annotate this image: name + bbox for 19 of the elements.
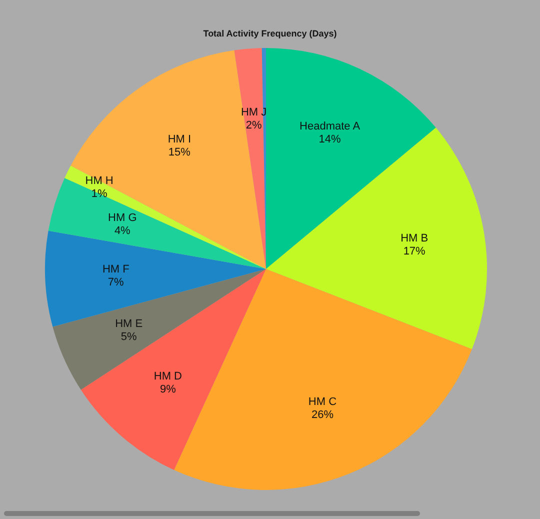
slice-label: HM G bbox=[108, 212, 137, 224]
data-label: 26% bbox=[311, 408, 334, 421]
slice-label: HM I bbox=[168, 134, 192, 146]
data-label: 7% bbox=[108, 276, 124, 288]
data-label: 2% bbox=[246, 120, 262, 132]
data-label: 15% bbox=[168, 146, 191, 159]
chart-title: Total Activity Frequency (Days) bbox=[203, 28, 337, 38]
data-label: 17% bbox=[403, 245, 426, 258]
slice-label: HM C bbox=[308, 396, 337, 408]
slice-label: HM H bbox=[85, 174, 114, 187]
data-label: 14% bbox=[318, 133, 342, 146]
slice-label: HM F bbox=[102, 263, 130, 276]
data-label: 4% bbox=[114, 225, 131, 238]
slice-label: HM E bbox=[115, 318, 143, 330]
data-label: 9% bbox=[160, 383, 176, 396]
slice-label: Headmate A bbox=[300, 120, 361, 132]
data-label: 5% bbox=[120, 330, 138, 343]
slice-label: HM D bbox=[154, 370, 182, 382]
slice-label: HM B bbox=[400, 232, 428, 244]
